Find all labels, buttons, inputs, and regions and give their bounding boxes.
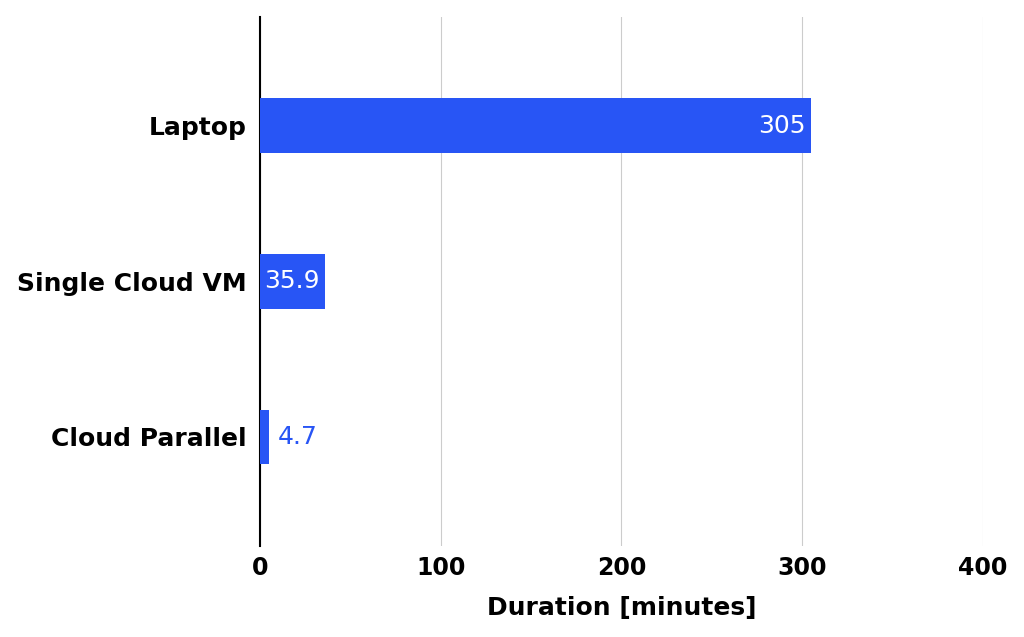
Bar bbox=[260, 410, 268, 464]
Text: 4.7: 4.7 bbox=[278, 425, 317, 449]
Text: 305: 305 bbox=[758, 113, 806, 138]
Bar bbox=[260, 254, 325, 308]
X-axis label: Duration [minutes]: Duration [minutes] bbox=[486, 596, 756, 620]
Text: 35.9: 35.9 bbox=[264, 269, 319, 293]
Bar bbox=[260, 98, 811, 153]
